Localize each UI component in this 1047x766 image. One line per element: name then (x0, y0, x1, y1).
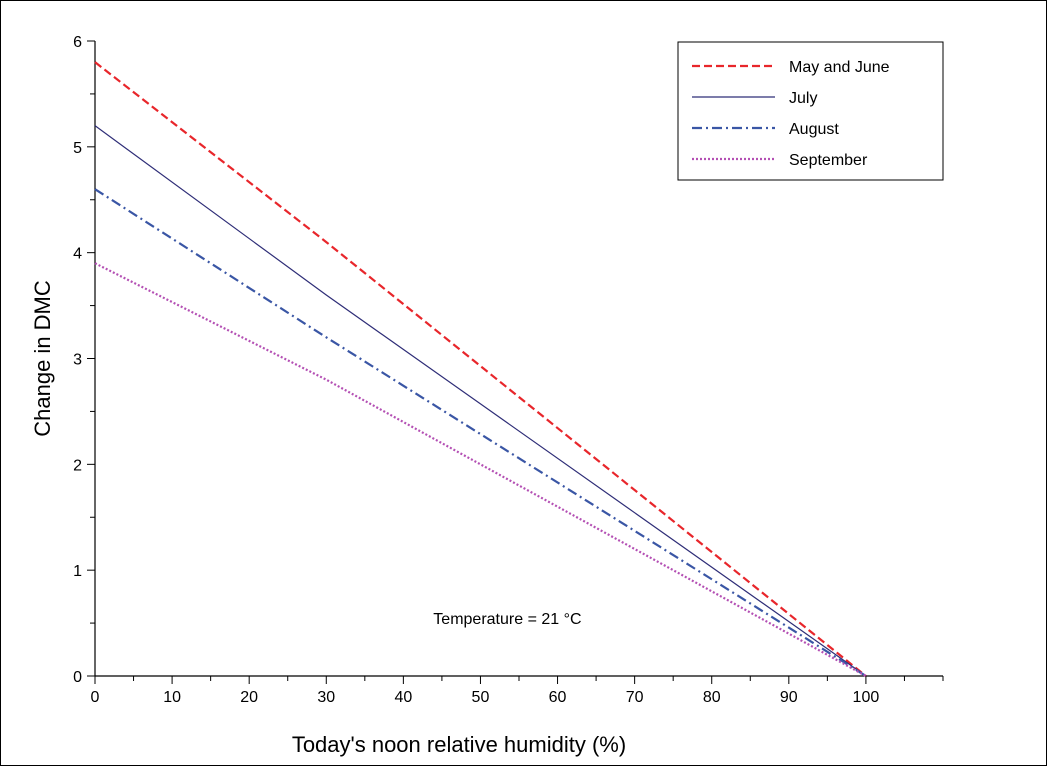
x-tick-label: 70 (626, 689, 644, 706)
legend-label: May and June (789, 59, 890, 76)
legend: May and June July August September (677, 41, 944, 181)
x-tick-label: 10 (163, 689, 181, 706)
y-tick-label: 3 (73, 352, 82, 369)
legend-label: July (789, 90, 817, 107)
x-tick-label: 80 (703, 689, 721, 706)
x-tick-label: 60 (549, 689, 567, 706)
x-tick-label: 20 (240, 689, 258, 706)
series-lines (94, 61, 867, 677)
series-line (94, 61, 867, 677)
temperature-annotation: Temperature = 21 °C (433, 611, 581, 628)
axis-ticks: 0 10 20 30 40 50 60 70 80 90 100 0 1 2 3 4 5 6 (73, 34, 944, 706)
x-tick-label: 50 (472, 689, 490, 706)
series-line (94, 188, 867, 677)
series-line (94, 262, 867, 677)
x-tick-label: 100 (853, 689, 880, 706)
legend-label: September (789, 152, 868, 169)
x-tick-label: 40 (394, 689, 412, 706)
y-axis-title: Change in DMC (30, 280, 55, 437)
y-tick-label: 1 (73, 563, 82, 580)
series-line (94, 125, 867, 677)
y-tick-label: 2 (73, 457, 82, 474)
y-tick-label: 6 (73, 34, 82, 51)
y-tick-label: 5 (73, 140, 82, 157)
x-tick-label: 90 (780, 689, 798, 706)
legend-label: August (789, 121, 839, 138)
y-tick-label: 4 (73, 246, 82, 263)
x-tick-label: 0 (91, 689, 100, 706)
x-tick-label: 30 (317, 689, 335, 706)
x-axis-title: Today's noon relative humidity (%) (292, 732, 626, 757)
y-tick-label: 0 (73, 669, 82, 686)
